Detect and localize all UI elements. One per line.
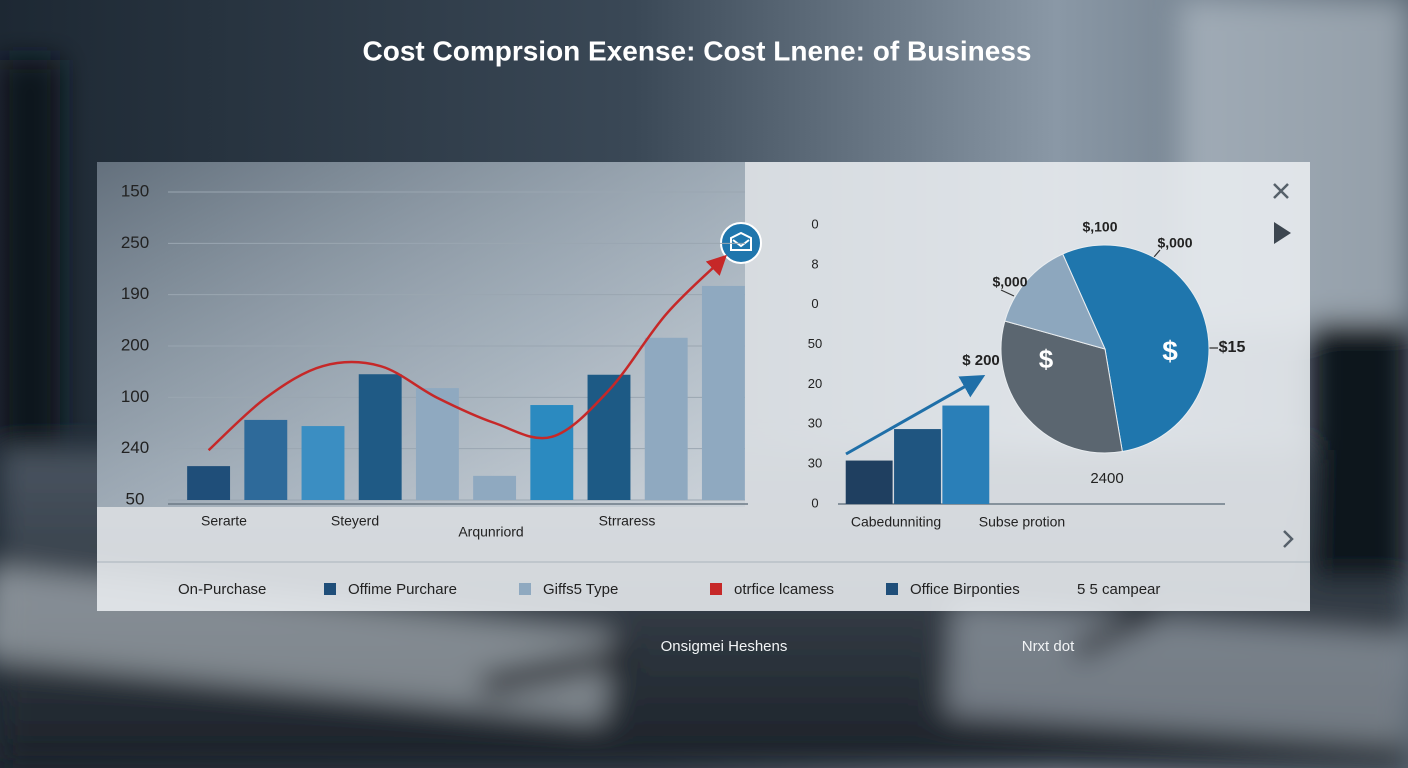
y-tick-label: 50 — [126, 489, 145, 508]
next-button[interactable] — [1283, 530, 1294, 548]
legend-label: Office Birponties — [910, 581, 1020, 598]
pie-slice — [1000, 320, 1123, 454]
bar — [244, 419, 288, 500]
footer-text: Nrxt dot — [1022, 638, 1075, 655]
y-tick-label: 8 — [811, 256, 818, 271]
bar — [587, 374, 631, 500]
x-tick-label: Steyerd — [331, 513, 379, 529]
pie-slice — [1062, 244, 1210, 453]
pie-slice — [1004, 253, 1106, 350]
bar — [415, 388, 459, 500]
y-tick-label: 0 — [811, 495, 818, 510]
trend-arrow — [845, 375, 986, 456]
close-button[interactable] — [1273, 183, 1289, 199]
bar — [701, 285, 745, 500]
bar — [894, 429, 941, 504]
x-tick-label: Serarte — [201, 513, 247, 529]
y-tick-label: 30 — [808, 456, 822, 471]
y-tick-label: 150 — [121, 181, 149, 200]
bar — [942, 405, 990, 504]
x-tick-label: Strraress — [599, 513, 656, 529]
y-tick-label: 20 — [808, 376, 822, 391]
bar — [301, 426, 345, 500]
x-tick-label: Arqunriord — [458, 524, 523, 540]
bar — [530, 405, 574, 500]
trend-line — [207, 254, 727, 452]
x-tick-label: Subse protion — [979, 514, 1065, 530]
legend-label: 5 5 campear — [1077, 581, 1160, 598]
y-tick-label: 200 — [121, 335, 149, 354]
pie-annotation: $ — [1039, 344, 1054, 374]
y-tick-label: 240 — [121, 438, 149, 457]
legend-label: Offime Purchare — [348, 581, 457, 598]
bar — [358, 374, 402, 500]
pie-annotation: $15 — [1219, 339, 1246, 356]
legend-swatch — [519, 583, 531, 595]
footer-text: Onsigmei Heshens — [661, 638, 788, 655]
y-tick-label: 250 — [121, 233, 149, 252]
play-button[interactable] — [1274, 222, 1291, 244]
pie-annotation: 2400 — [1090, 470, 1123, 487]
bar — [187, 466, 231, 500]
pie-annotation: $,100 — [1082, 219, 1117, 235]
bar — [845, 460, 893, 504]
legend-swatch — [886, 583, 898, 595]
pie-annotation: $ 200 — [962, 352, 1000, 369]
page-title: Cost Comprsion Exense: Cost Lnene: of Bu… — [363, 35, 1032, 66]
y-tick-label: 100 — [121, 387, 149, 406]
legend-label: otrfice lcamess — [734, 581, 834, 598]
pie-annotation: $,000 — [992, 274, 1027, 290]
pie-annotation: $ — [1162, 335, 1178, 366]
legend-label: On-Purchase — [178, 581, 266, 598]
y-tick-label: 190 — [121, 284, 149, 303]
x-tick-label: Cabedunniting — [851, 514, 941, 530]
y-tick-label: 30 — [808, 416, 822, 431]
pie-annotation: $,000 — [1157, 235, 1192, 251]
leader-lines — [1000, 249, 1218, 349]
y-tick-label: 50 — [808, 336, 822, 351]
bar — [473, 475, 517, 500]
bar — [644, 337, 688, 500]
legend-swatch — [710, 583, 722, 595]
y-tick-label: 0 — [811, 296, 818, 311]
y-tick-label: 0 — [811, 216, 818, 231]
legend-label: Giffs5 Type — [543, 581, 618, 598]
legend-swatch — [324, 583, 336, 595]
